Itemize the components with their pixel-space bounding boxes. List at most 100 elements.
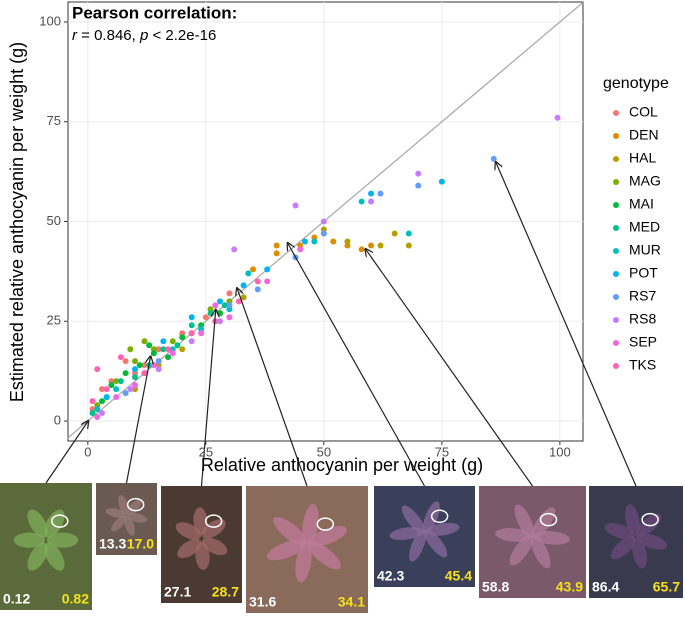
point (207, 310, 214, 317)
inset-measured: 27.1 (164, 584, 191, 600)
plant-leaf (610, 535, 637, 560)
plant-leaf (118, 495, 129, 516)
point (94, 366, 101, 373)
point (94, 406, 101, 413)
point (169, 350, 176, 357)
point (368, 190, 375, 197)
plant-leaf (531, 507, 556, 539)
point (377, 190, 384, 197)
point (150, 362, 157, 369)
plant-leaf (266, 539, 307, 561)
legend-swatch (613, 156, 619, 162)
plant-leaf (13, 532, 46, 548)
inset-estimated: 65.7 (653, 579, 680, 595)
arrow (365, 249, 533, 487)
point (311, 238, 318, 245)
legend-swatch (613, 363, 619, 369)
plant-leaf (401, 505, 425, 534)
point (273, 242, 280, 249)
x-tick-label: 0 (84, 444, 91, 459)
point (301, 238, 308, 245)
point (188, 314, 195, 321)
point (127, 386, 134, 393)
legend-label: POT (629, 265, 658, 281)
legend-label: HAL (629, 150, 656, 166)
inset-measured: 31.6 (249, 594, 276, 610)
stat-text: < 2.2e-16 (148, 27, 216, 44)
stat-symbol: p (139, 27, 148, 44)
point (165, 354, 172, 361)
point (146, 342, 153, 349)
inset-estimated: 45.4 (445, 568, 472, 584)
arrow (45, 421, 88, 484)
sample-outline (316, 517, 335, 531)
point (127, 346, 134, 353)
legend-label: SEP (629, 334, 657, 350)
plant-leaf (533, 530, 570, 545)
inset-measured: 86.4 (592, 579, 619, 595)
plant-leaf (632, 537, 647, 569)
point (165, 346, 172, 353)
point (198, 330, 205, 337)
point (98, 410, 105, 417)
point (358, 198, 365, 205)
point (89, 398, 96, 405)
point (415, 170, 422, 177)
y-axis-title: Estimated relative anthocyanin per weigh… (7, 42, 27, 402)
point (188, 322, 195, 329)
plant-leaf (409, 529, 427, 562)
point (155, 366, 162, 373)
plant-leaf (44, 542, 65, 571)
point (188, 330, 195, 337)
legend-swatch (613, 340, 619, 346)
legend-swatch (613, 202, 619, 208)
x-tick-label: 25 (199, 444, 213, 459)
plant-leaf (193, 507, 208, 535)
y-tick-label: 25 (47, 313, 61, 328)
point (554, 114, 561, 121)
point (226, 314, 233, 321)
legend-swatch (613, 294, 619, 300)
inset-measured: 42.3 (377, 568, 404, 584)
point (98, 386, 105, 393)
legend-label: MUR (629, 242, 661, 258)
sample-outline (641, 512, 659, 527)
point (273, 250, 280, 257)
plant-leaf (514, 504, 535, 538)
x-tick-label: 75 (435, 444, 449, 459)
plant-leaf (530, 534, 551, 569)
point (94, 414, 101, 421)
inset-measured: 0.12 (3, 591, 30, 607)
stat-symbol: r (72, 27, 78, 44)
point (132, 382, 139, 389)
plant-leaf (111, 515, 127, 532)
legend-swatch (613, 248, 619, 254)
arrow (496, 162, 637, 487)
point (89, 410, 96, 417)
legend-label: RS8 (629, 311, 656, 327)
legend-title: genotype (603, 75, 669, 92)
legend-label: MAG (629, 173, 661, 189)
point (226, 290, 233, 297)
plant-leaf (105, 508, 126, 518)
legend-label: TKS (629, 357, 656, 373)
legend-swatch (613, 110, 619, 116)
arrow (288, 243, 426, 487)
point (179, 334, 186, 341)
point (438, 178, 445, 185)
point (98, 398, 105, 405)
legend-swatch (613, 271, 619, 277)
point (292, 202, 299, 209)
point (132, 358, 139, 365)
point (132, 374, 139, 381)
point (132, 366, 139, 373)
point (113, 378, 120, 385)
plant-leaf (126, 499, 142, 516)
point (320, 230, 327, 237)
point (377, 242, 384, 249)
plant-leaf (424, 529, 448, 558)
plant-leaf (27, 542, 48, 571)
stat-text: = 0.846, (77, 27, 140, 44)
annotation-title: Pearson correlation: (72, 3, 237, 22)
